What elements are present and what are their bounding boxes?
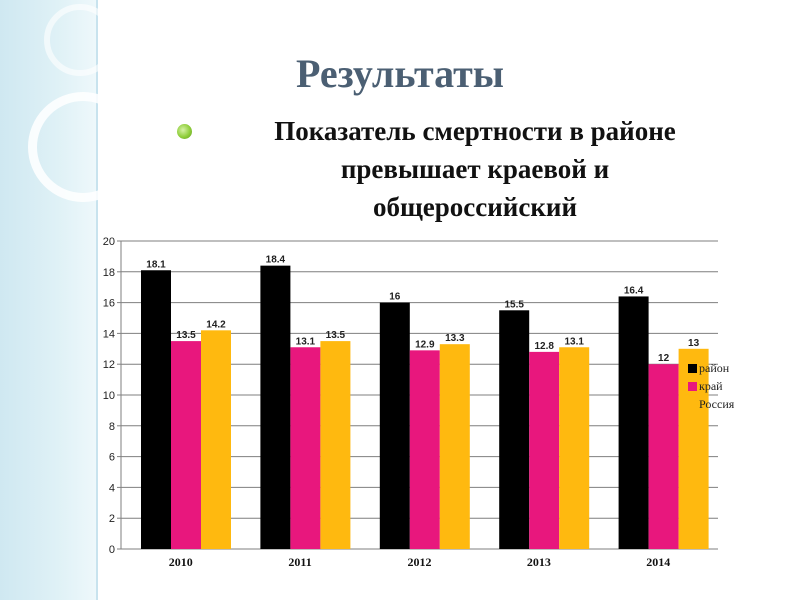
data-label: 13.5 xyxy=(326,330,346,341)
y-tick-label: 10 xyxy=(103,390,115,402)
data-label: 18.1 xyxy=(146,259,166,270)
data-label: 13.5 xyxy=(176,330,196,341)
data-label: 14.2 xyxy=(206,319,226,330)
bullet-line-2: превышает краевой и xyxy=(340,154,610,184)
legend-label-район: район xyxy=(699,361,730,375)
bar-район-2013 xyxy=(499,310,530,549)
y-tick-label: 14 xyxy=(103,328,115,340)
y-tick-label: 2 xyxy=(109,513,115,525)
bar-край-2012 xyxy=(409,350,440,549)
data-label: 12.9 xyxy=(415,339,435,350)
legend-label-Россия: Россия xyxy=(699,397,735,411)
x-tick-label: 2013 xyxy=(527,555,551,569)
bar-Россия-2012 xyxy=(439,344,470,549)
y-tick-label: 16 xyxy=(103,298,115,310)
data-label: 18.4 xyxy=(266,255,286,266)
background-divider xyxy=(96,0,98,600)
bar-Россия-2011 xyxy=(320,341,351,549)
data-label: 13 xyxy=(688,338,700,349)
x-tick-label: 2011 xyxy=(288,555,311,569)
data-label: 13.1 xyxy=(564,336,584,347)
bullet-icon xyxy=(177,124,192,139)
y-tick-label: 0 xyxy=(109,544,115,556)
y-tick-label: 18 xyxy=(103,267,115,279)
bullet-line-1: Показатель смертности в районе xyxy=(274,116,676,146)
data-label: 16.4 xyxy=(624,285,644,296)
slide-title: Результаты xyxy=(296,51,504,96)
bar-район-2011 xyxy=(260,265,291,549)
x-tick-label: 2012 xyxy=(408,555,432,569)
y-tick-label: 6 xyxy=(109,452,115,464)
bullet-text: Показатель смертности в районе превышает… xyxy=(195,112,755,226)
legend-swatch-край xyxy=(688,382,697,391)
y-tick-label: 20 xyxy=(103,236,115,248)
bar-Россия-2010 xyxy=(201,330,231,549)
legend-label-край: край xyxy=(699,379,723,393)
decorative-ring-small xyxy=(44,4,116,76)
bar-Россия-2013 xyxy=(559,347,590,549)
bar-край-2013 xyxy=(529,351,560,549)
x-tick-label: 2010 xyxy=(169,555,193,569)
data-label: 13.1 xyxy=(296,336,316,347)
bar-край-2011 xyxy=(290,347,321,549)
x-tick-label: 2014 xyxy=(646,555,670,569)
data-label: 13.3 xyxy=(445,333,465,344)
bar-район-2010 xyxy=(141,270,171,549)
bar-район-2012 xyxy=(379,302,410,549)
data-label: 12.8 xyxy=(534,341,554,352)
data-label: 12 xyxy=(658,353,670,364)
data-label: 16 xyxy=(389,292,401,303)
y-tick-label: 12 xyxy=(103,359,115,371)
legend-swatch-Россия xyxy=(688,400,697,409)
legend-swatch-район xyxy=(688,364,697,373)
data-label: 15.5 xyxy=(504,299,524,310)
bar-край-2010 xyxy=(171,341,201,549)
bullet-line-3: общероссийский xyxy=(372,192,578,222)
y-tick-label: 4 xyxy=(109,482,115,494)
decorative-ring xyxy=(28,92,138,202)
bar-район-2014 xyxy=(618,296,649,549)
bar-край-2014 xyxy=(648,364,679,549)
y-tick-label: 8 xyxy=(109,421,115,433)
